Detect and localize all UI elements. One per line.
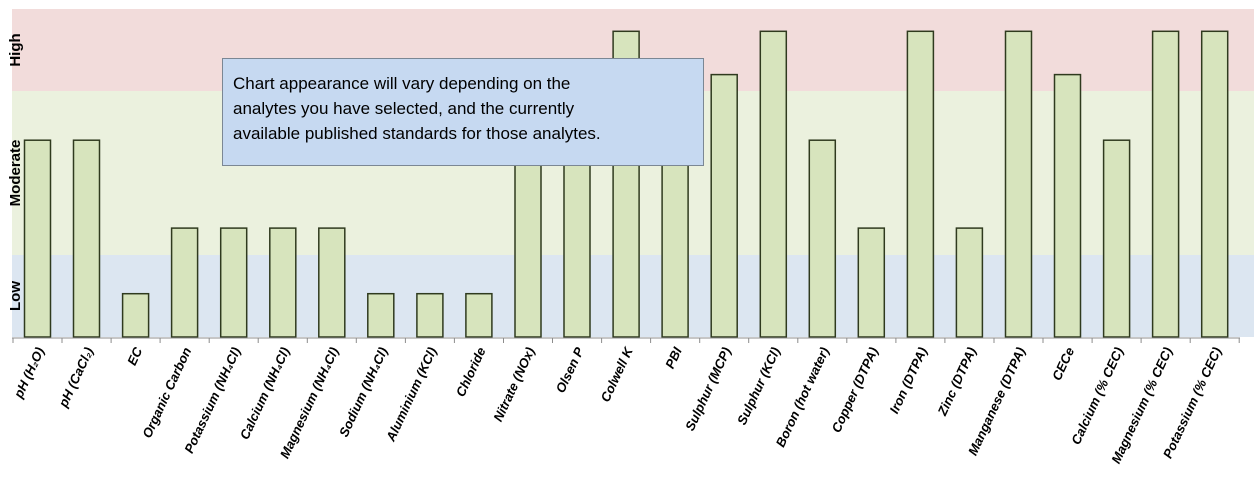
category-label: Copper (DTPA)	[828, 345, 881, 435]
bar	[661, 139, 689, 338]
band-label-low: Low	[7, 281, 24, 311]
category-label: Colwell K	[597, 343, 636, 404]
category-label: Sulphur (MCP)	[682, 345, 734, 433]
bar	[269, 227, 297, 338]
category-label: Chloride	[453, 345, 489, 399]
category-label: Olsen P	[553, 345, 587, 396]
bar	[1004, 30, 1033, 338]
bar	[1200, 30, 1229, 338]
bar	[1102, 139, 1131, 338]
category-label: Calcium (NH₄Cl)	[237, 345, 293, 442]
bar	[1053, 73, 1082, 338]
bar	[416, 292, 444, 338]
category-label: CECe	[1049, 345, 1077, 383]
bar	[710, 73, 738, 338]
bar	[170, 227, 199, 338]
category-label: Sodium (NH₄Cl)	[336, 345, 391, 439]
bar	[857, 227, 886, 338]
category-label: PBI	[662, 345, 685, 371]
category-label: pH (CaCl₂)	[55, 345, 96, 410]
x-axis	[12, 337, 1240, 343]
chart-note: Chart appearance will vary depending on …	[222, 58, 704, 166]
category-label: pH (H₂O)	[10, 345, 47, 401]
bar	[514, 139, 542, 338]
bar	[23, 139, 52, 338]
bar	[72, 139, 101, 338]
bar	[759, 30, 788, 338]
bar	[955, 227, 984, 338]
chart-note-line: analytes you have selected, and the curr…	[233, 99, 575, 118]
category-label: Boron (hot water)	[773, 345, 832, 450]
bar	[367, 292, 395, 338]
category-label: Zinc (DTPA)	[934, 345, 979, 419]
category-label: Manganese (DTPA)	[965, 345, 1028, 458]
band-label-moderate: Moderate	[7, 140, 24, 207]
category-label: Iron (DTPA)	[886, 345, 930, 416]
chart-note-line: Chart appearance will vary depending on …	[233, 74, 571, 93]
bar	[808, 139, 837, 338]
bar	[318, 227, 346, 338]
category-label: EC	[124, 344, 145, 367]
category-label: Organic Carbon	[139, 345, 194, 440]
band-labels: Low Moderate High	[7, 33, 24, 311]
category-label: Aluminium (KCl)	[383, 345, 440, 445]
bar	[219, 227, 248, 338]
band-label-high: High	[7, 33, 24, 66]
bar	[1151, 30, 1180, 338]
bar	[906, 30, 935, 338]
bars	[23, 30, 1229, 338]
chart-note-line: available published standards for those …	[233, 124, 601, 143]
category-label: Calcium (% CEC)	[1068, 345, 1126, 447]
bar	[121, 292, 150, 338]
category-label: Nitrate (NOx)	[490, 345, 537, 424]
bar	[465, 292, 493, 338]
bar	[563, 139, 591, 338]
category-label: Potassium (NH₄Cl)	[181, 345, 243, 456]
category-label: Sulphur (KCl)	[734, 345, 783, 427]
